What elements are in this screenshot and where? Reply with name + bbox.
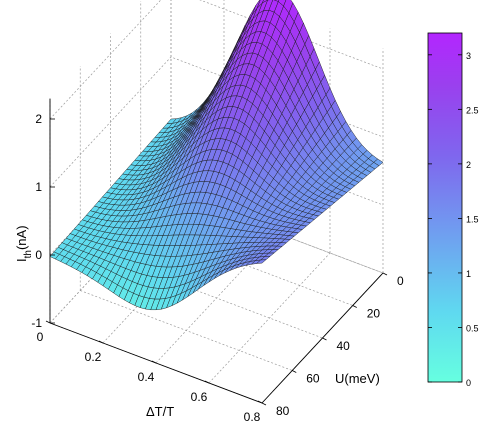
colorbar-ticks: 0 0.5 1 1.5 2 2.5 3 (428, 51, 479, 388)
x-axis-label: ΔT/T (146, 404, 174, 419)
y-tick-label: 20 (367, 307, 381, 321)
colorbar-tick-label: 2.5 (466, 105, 479, 115)
x-tick-label: 0.8 (244, 410, 261, 424)
y-tick-mark (292, 370, 297, 373)
z-axis-label-sub: th (23, 250, 34, 258)
z-axis-label: Ith(nA) (14, 225, 34, 262)
x-tick-label: 0.4 (138, 370, 155, 384)
y-tick-label: 40 (337, 339, 351, 353)
z-tick-label: 0 (35, 248, 42, 262)
grid-line (49, 0, 384, 120)
colorbar-tick-label: 2 (466, 160, 471, 170)
z-tick-label: -1 (31, 316, 42, 330)
y-tick-mark (261, 402, 267, 406)
y-tick-mark (352, 305, 357, 308)
z-axis-label-unit: (nA) (14, 225, 29, 250)
z-axis-label-main: I (14, 258, 29, 262)
z-tick-label: 1 (35, 180, 42, 194)
y-tick-label: 0 (397, 274, 404, 288)
colorbar-gradient (427, 32, 463, 383)
x-tick-label: 0.6 (191, 390, 208, 404)
y-tick-mark (382, 272, 388, 276)
x-tick-label: 0 (37, 330, 44, 344)
x-tick-mark (257, 400, 263, 404)
grid-line (80, 290, 293, 371)
x-tick-mark (45, 320, 51, 324)
colorbar: 0 0.5 1 1.5 2 2.5 3 (427, 32, 479, 388)
colorbar-tick-label: 1 (466, 269, 471, 279)
colorbar-tick-label: 3 (466, 51, 471, 61)
x-tick-mark (204, 380, 210, 384)
x-tick-label: 0.2 (85, 350, 102, 364)
colorbar-tick-label: 0 (466, 378, 471, 388)
surface-cell (256, 259, 267, 264)
y-tick-mark (322, 337, 327, 341)
y-tick-label: 60 (306, 372, 320, 386)
x-tick-mark (98, 340, 104, 344)
x-tick-mark (151, 360, 157, 364)
surface-mesh (49, 0, 384, 311)
z-tick-label: 2 (35, 112, 42, 126)
colorbar-tick-label: 0.5 (466, 323, 479, 333)
y-axis-label: U(meV) (335, 371, 380, 386)
colorbar-tick-label: 1.5 (466, 214, 479, 224)
y-tick-label: 80 (276, 404, 290, 418)
